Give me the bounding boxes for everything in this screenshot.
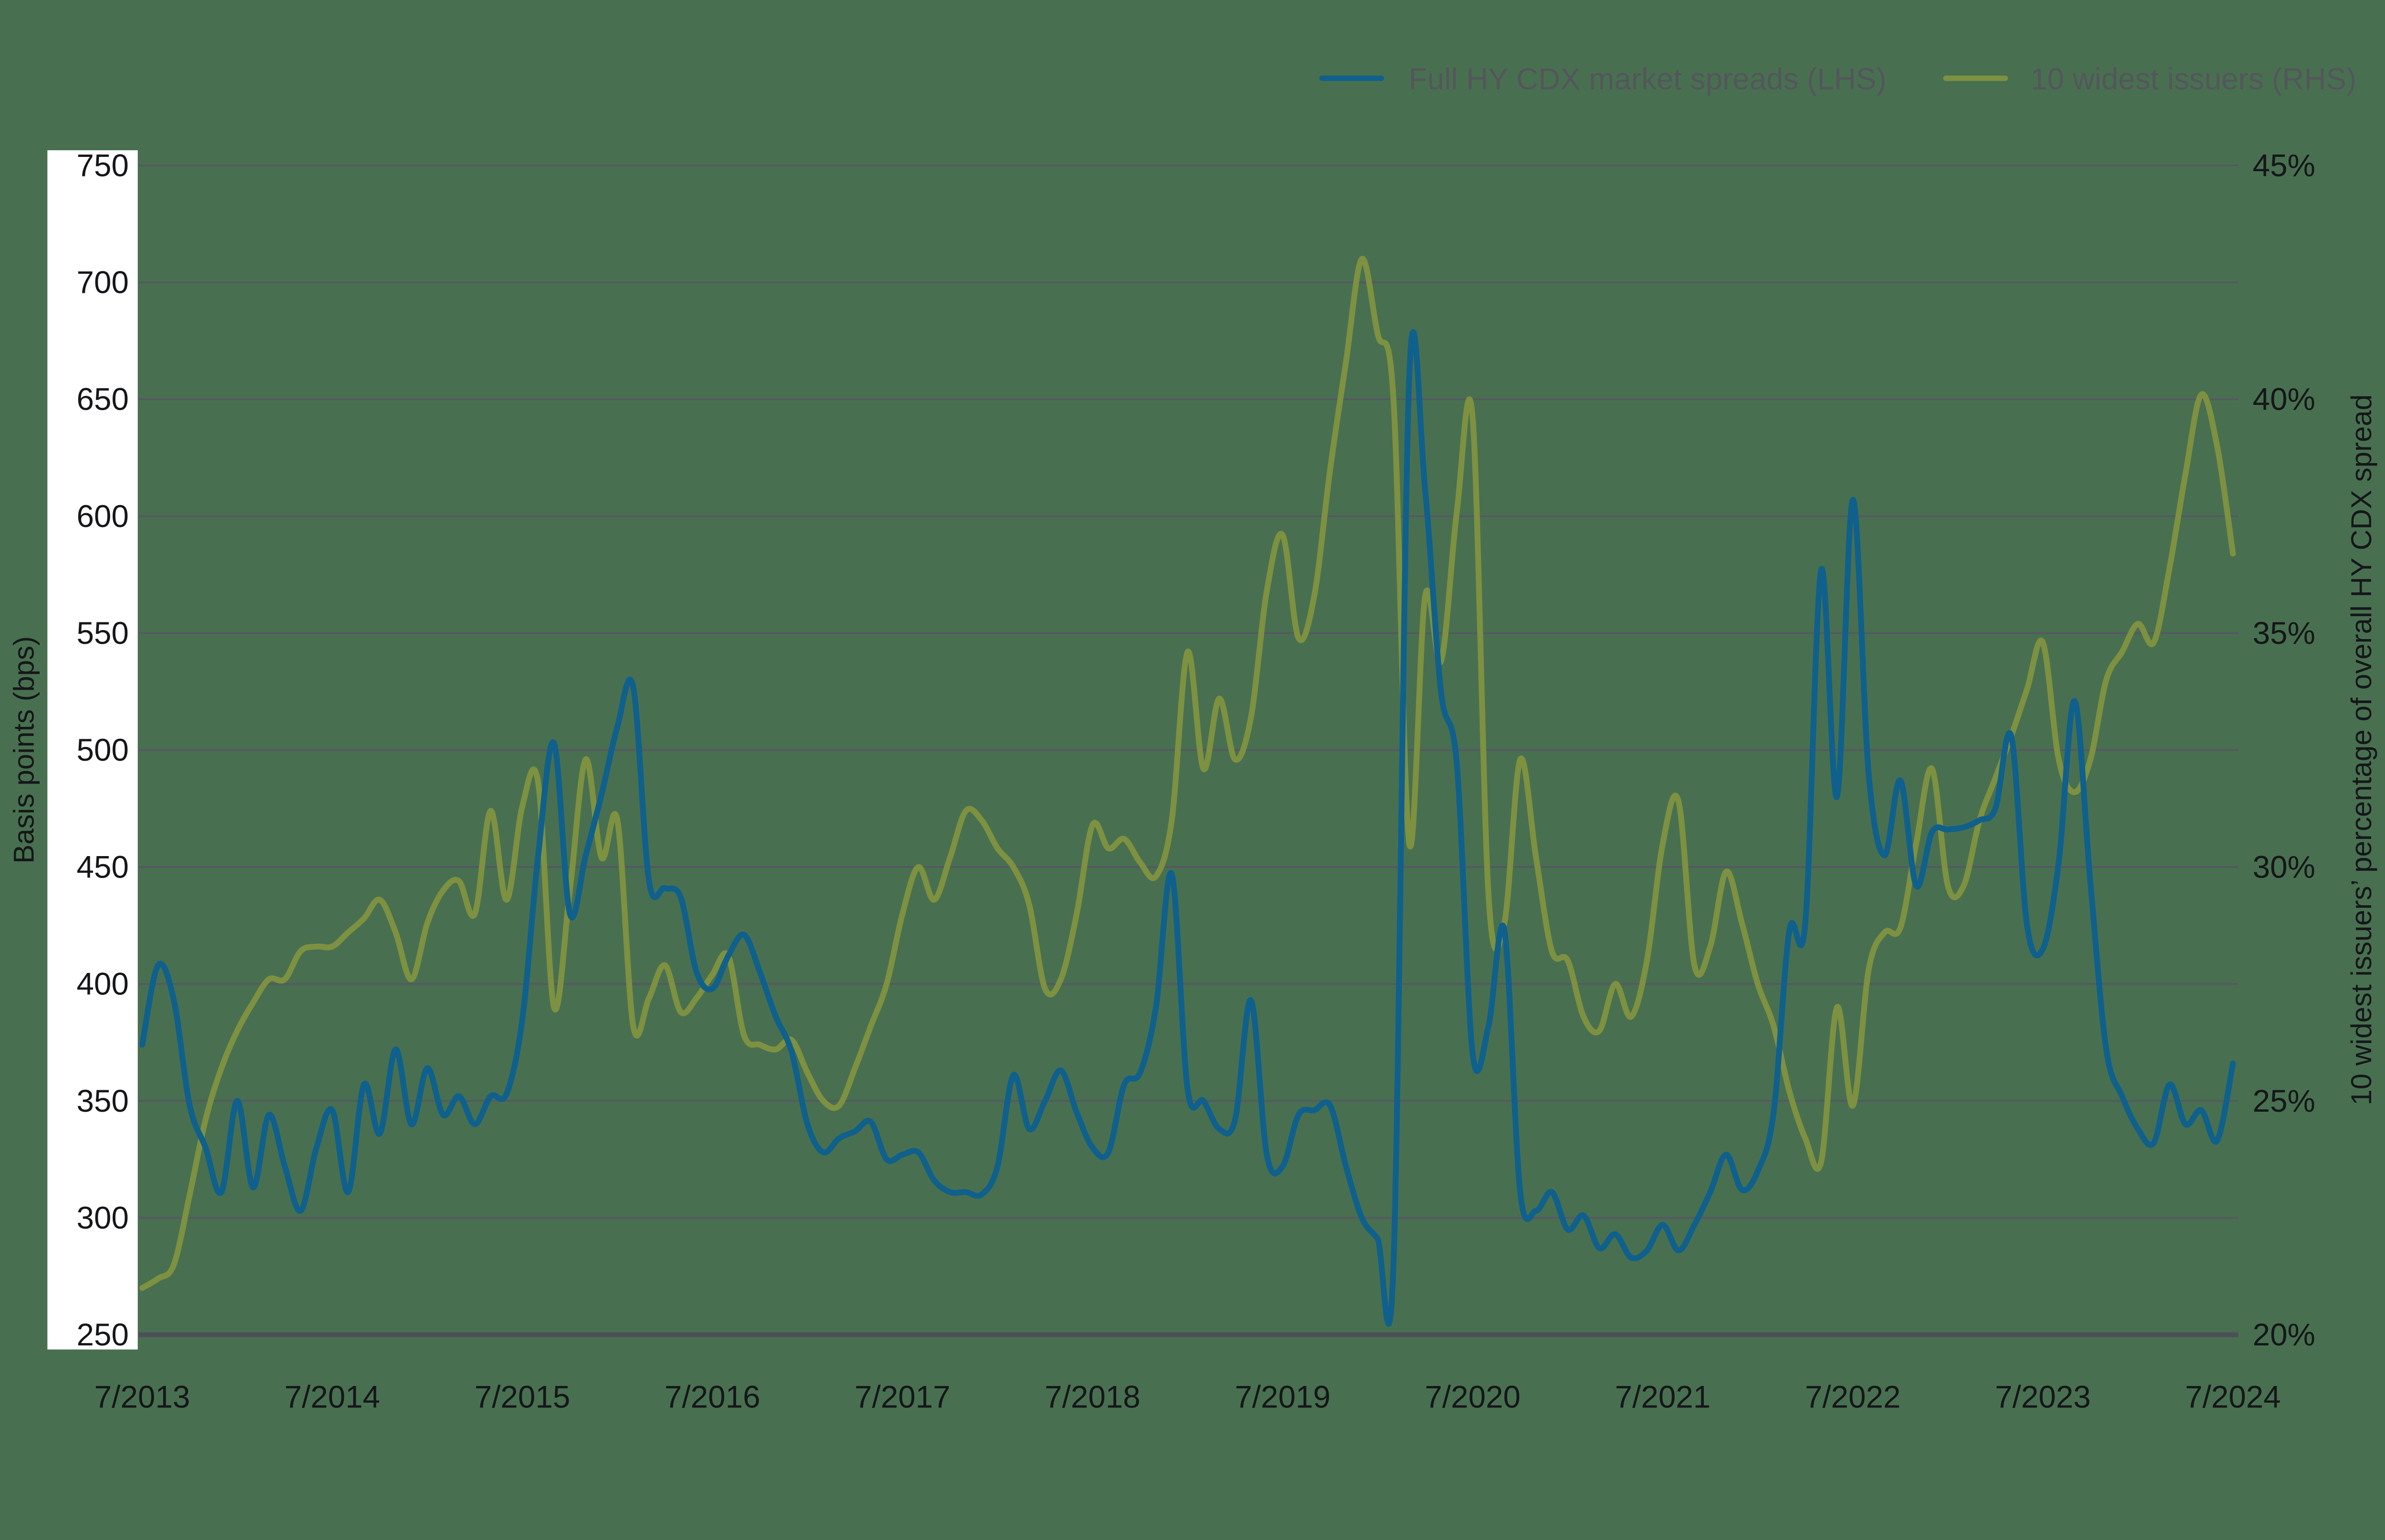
right-axis-tick-label: 20%: [2252, 1317, 2315, 1352]
right-axis-tick-labels: 20% 25% 30% 35% 40% 45%: [2252, 148, 2315, 1352]
x-axis-tick-label: 7/2020: [1425, 1379, 1521, 1414]
x-axis-tick-label: 7/2014: [284, 1379, 380, 1414]
x-axis-tick-labels: 7/2013 7/2014 7/2015 7/2016 7/2017 7/2018 7/20…: [94, 1379, 2281, 1414]
left-axis-tick-label: 500: [77, 733, 129, 767]
right-axis-tick-label: 45%: [2252, 148, 2315, 183]
right-axis-tick-label: 40%: [2252, 382, 2315, 417]
left-axis-tick-label: 600: [77, 499, 129, 534]
left-axis-tick-label: 250: [77, 1317, 129, 1352]
right-axis-tick-label: 25%: [2252, 1084, 2315, 1118]
x-axis-tick-label: 7/2019: [1235, 1379, 1331, 1414]
legend-label-10-widest-issuers: 10 widest issuers (RHS): [2031, 62, 2357, 96]
left-axis-tick-label: 550: [77, 616, 129, 651]
left-axis-tick-label: 700: [77, 265, 129, 300]
series-line-full-hy-cdx: [139, 329, 2236, 1327]
left-axis-tick-label: 400: [77, 967, 129, 1002]
x-axis-tick-label: 7/2013: [94, 1379, 190, 1414]
chart-background: [0, 0, 2385, 1444]
left-axis-tick-label: 750: [77, 148, 129, 183]
x-axis-tick-label: 7/2024: [2185, 1379, 2281, 1414]
x-axis-tick-label: 7/2022: [1805, 1379, 1901, 1414]
left-axis-tick-label: 650: [77, 382, 129, 417]
x-axis-tick-label: 7/2018: [1045, 1379, 1141, 1414]
x-axis-tick-label: 7/2021: [1615, 1379, 1711, 1414]
x-axis-tick-label: 7/2017: [855, 1379, 951, 1414]
right-axis-tick-label: 35%: [2252, 616, 2315, 651]
line-chart-svg: 250 300 350 400 450 500 550 600 650 700 750 20% 25%…: [0, 0, 2385, 1444]
left-axis-tick-label: 350: [77, 1084, 129, 1118]
legend-label-full-hy-cdx: Full HY CDX market spreads (LHS): [1409, 62, 1886, 96]
right-axis-tick-label: 30%: [2252, 849, 2315, 884]
chart: 250 300 350 400 450 500 550 600 650 700 750 20% 25%…: [0, 0, 2385, 1444]
x-axis-tick-label: 7/2015: [475, 1379, 570, 1414]
legend-swatch-full-hy-cdx: [1319, 75, 1384, 81]
x-axis-tick-label: 7/2023: [1995, 1379, 2091, 1414]
left-axis-title: Basis points (bps): [8, 636, 40, 864]
series-line-10-widest-issuers: [139, 256, 2236, 1291]
right-axis-title: 10 widest issuers’ percentage of overall…: [2345, 394, 2377, 1106]
left-axis-label-backdrop: [47, 150, 138, 1350]
left-axis-tick-label: 300: [77, 1200, 129, 1235]
x-axis-tick-label: 7/2016: [664, 1379, 760, 1414]
left-axis-tick-label: 450: [77, 849, 129, 884]
left-axis-tick-labels: 250 300 350 400 450 500 550 600 650 700 750: [77, 148, 129, 1352]
legend: Full HY CDX market spreads (LHS) 10 wide…: [1319, 62, 2356, 96]
legend-swatch-10-widest-issuers: [1943, 75, 2008, 81]
